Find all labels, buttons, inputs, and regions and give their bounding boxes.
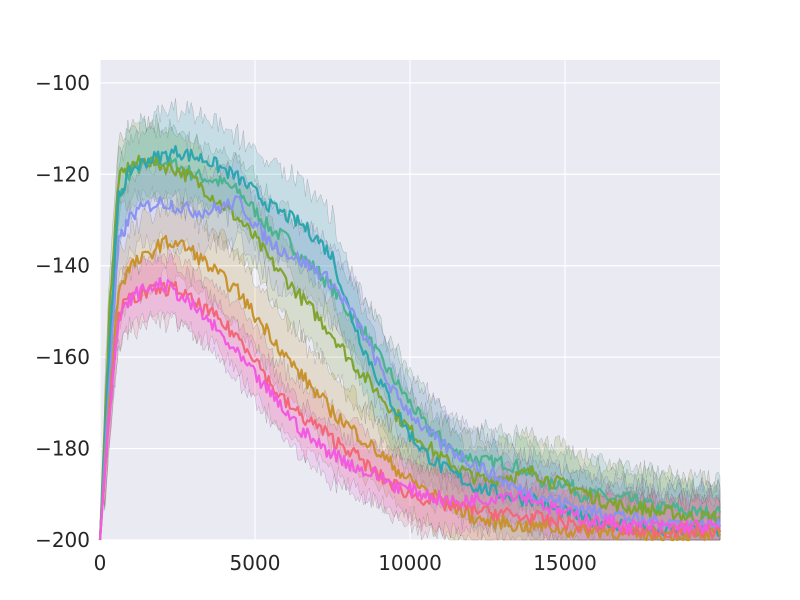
series-line	[98, 277, 721, 541]
series-line	[98, 154, 721, 541]
y-tick-label: −100	[35, 71, 90, 95]
y-tick-label: −160	[35, 345, 90, 369]
y-tick-label: −200	[35, 528, 90, 552]
x-tick-label: 5000	[230, 551, 281, 575]
grid-lines	[99, 60, 720, 541]
series-lines	[98, 144, 722, 542]
y-tick-label: −120	[35, 162, 90, 186]
y-tick-label: −180	[35, 437, 90, 461]
x-axis-ticks: 0 5000 10000 15000	[94, 551, 597, 575]
y-axis-ticks: −200 −180 −160 −140 −120 −100	[35, 71, 90, 552]
x-tick-label: 15000	[533, 551, 597, 575]
x-tick-label: 10000	[378, 551, 442, 575]
series-line	[98, 234, 722, 542]
y-tick-label: −140	[35, 254, 90, 278]
series-line	[98, 155, 722, 541]
x-tick-label: 0	[94, 551, 107, 575]
series-line	[98, 280, 722, 541]
